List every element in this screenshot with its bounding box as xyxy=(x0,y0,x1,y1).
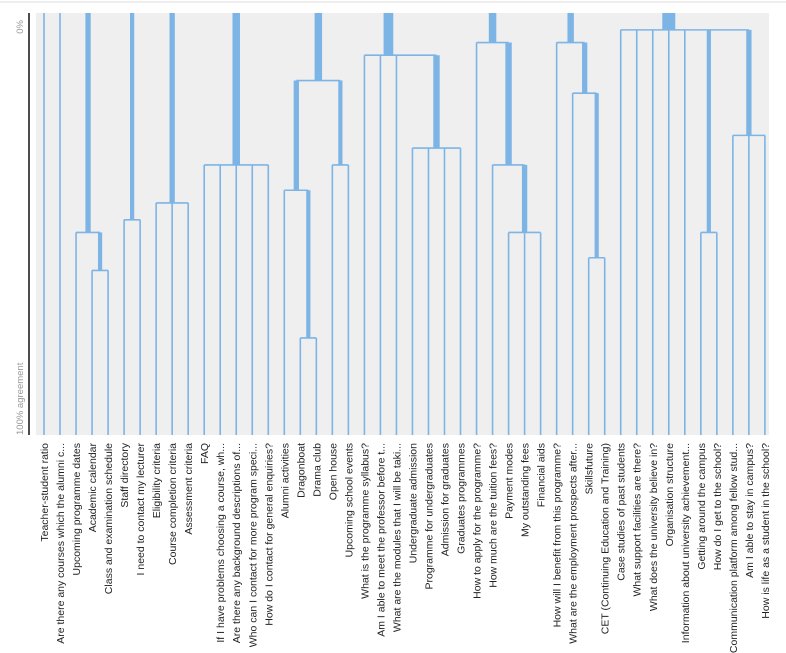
leaf-label: What is the programme syllabus? xyxy=(359,443,371,599)
leaf-label: If I have problems choosing a course, wh… xyxy=(215,443,227,643)
leaf-label: How is life as a student in the school? xyxy=(760,443,772,619)
leaf-label: Eligibility criteria xyxy=(151,443,163,518)
leaf-label: How will I benefit from this programme? xyxy=(552,443,564,628)
leaf-label: Getting around the campus xyxy=(696,443,708,570)
leaf-label: How do I get to the school? xyxy=(712,443,724,570)
leaf-label: Undergraduate admission xyxy=(407,443,419,563)
leaf-label: Are there any courses which the alumni c… xyxy=(55,443,67,644)
leaf-label: Am I able to meet the professor before t… xyxy=(375,443,387,637)
leaf-label: Who can I contact for more program speci… xyxy=(247,443,259,647)
leaf-label: My outstanding fees xyxy=(520,443,532,537)
leaf-label: Case studies of past students xyxy=(616,443,628,581)
leaf-label: FAQ xyxy=(199,443,211,464)
leaf-label: Information about university achievement… xyxy=(680,443,692,643)
leaf-label: Are there any background descriptions of… xyxy=(231,443,243,643)
leaf-label: What support facilities are there? xyxy=(632,443,644,597)
leaf-label: Upcoming school events xyxy=(343,443,355,557)
leaf-label: Teacher-student ratio xyxy=(39,443,51,542)
leaf-label: Staff directory xyxy=(119,442,131,507)
leaf-label: What are the employment prospects after.… xyxy=(568,443,580,644)
axis-bottom-label: 100% agreement xyxy=(15,362,26,435)
leaf-label: What are the modules that I will be taki… xyxy=(391,443,403,632)
leaf-label: I need to contact my lecturer xyxy=(135,443,147,576)
leaf-label: Class and examination schedule xyxy=(103,443,115,594)
dendrogram-lines xyxy=(43,13,766,435)
leaf-label: Drama club xyxy=(311,443,323,497)
leaf-label: Upcoming programme dates xyxy=(71,443,83,575)
leaf-label: Admission for graduates xyxy=(440,443,452,556)
leaf-label: Graduates programmes xyxy=(456,443,468,554)
leaf-labels: Teacher-student ratio Are there any cours… xyxy=(39,442,772,653)
leaf-label: Alumni activities xyxy=(279,443,291,518)
leaf-label: Open house xyxy=(327,443,339,500)
leaf-label: How to apply for the programme? xyxy=(472,443,484,599)
leaf-label: How much are the tuition fees? xyxy=(488,443,500,588)
axis-top-label: 0% xyxy=(15,19,26,33)
leaf-label: Financial aids xyxy=(536,443,548,507)
leaf-label: Course completion criteria xyxy=(167,443,179,565)
leaf-label: Am I able to stay in campus? xyxy=(744,443,756,578)
leaf-label: Organisation structure xyxy=(664,443,676,546)
leaf-label: What does the university believe in? xyxy=(648,443,660,611)
leaf-label: How do I contact for general enquiries? xyxy=(263,443,275,626)
leaf-label: Payment modes xyxy=(504,443,516,519)
leaf-label: Dragonboat xyxy=(295,443,307,498)
leaf-label: Academic calendar xyxy=(87,442,99,532)
leaf-label: Programme for undergraduates xyxy=(423,443,435,590)
leaf-label: Skillsfuture xyxy=(584,443,596,495)
leaf-label: Communication platform among fellow stud… xyxy=(728,443,740,653)
leaf-label: Assessment criteria xyxy=(183,443,195,535)
plot-background xyxy=(36,13,769,435)
leaf-label: CET (Continuing Education and Training) xyxy=(600,443,612,634)
